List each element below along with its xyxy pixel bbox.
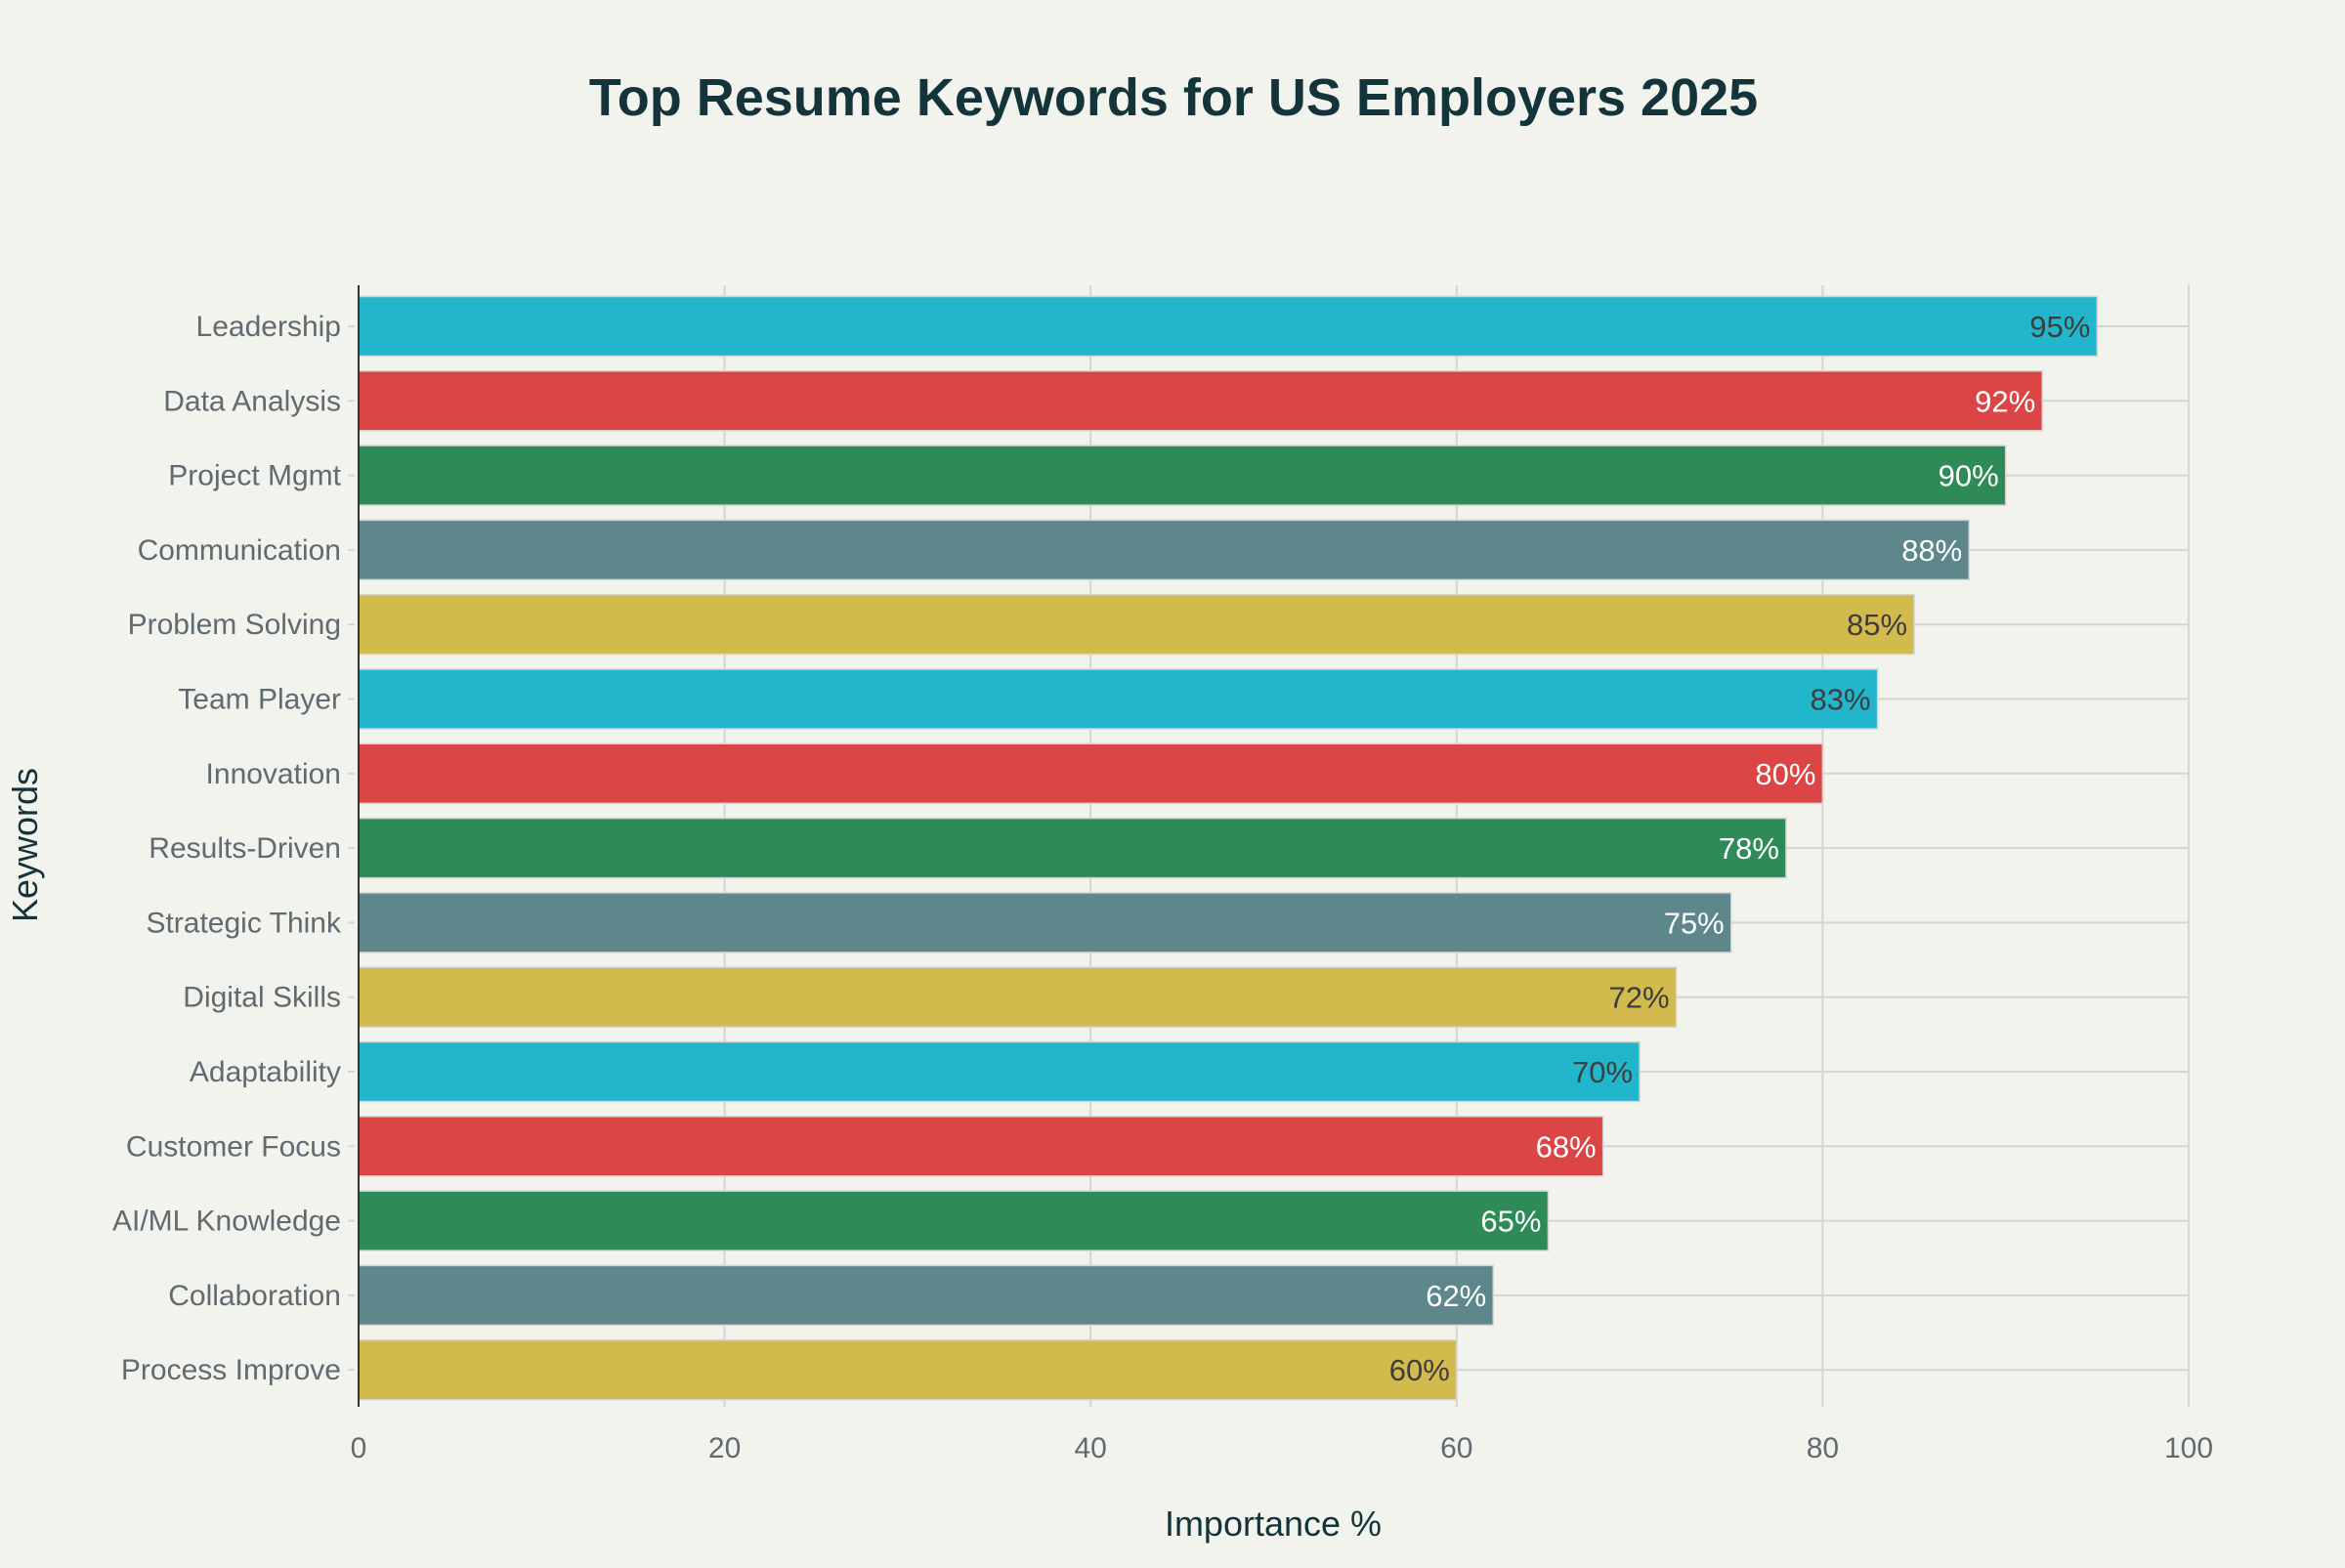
bar [358,892,1732,954]
bar [358,742,1824,805]
y-tick-label: Innovation [206,758,341,790]
x-tick-label: 20 [708,1432,741,1464]
bar [358,593,1915,656]
data-label: 95% [2029,310,2090,344]
y-tick-label: AI/ML Knowledge [112,1206,341,1238]
y-tick-label: Adaptability [190,1056,341,1088]
x-tick-label: 0 [351,1432,367,1464]
bar [358,1040,1641,1103]
x-tick-labels: 0 20 40 60 80 100 [351,1432,2213,1464]
x-tick-label: 100 [2164,1432,2213,1464]
bar [358,966,1678,1028]
data-label: 72% [1609,981,1670,1015]
y-tick-label: Digital Skills [183,982,341,1014]
bar [358,295,2099,358]
y-tick-label: Process Improve [121,1354,341,1386]
x-axis-title: Importance % [1165,1504,1382,1544]
data-label: 60% [1389,1353,1450,1387]
data-label: 78% [1719,831,1779,866]
data-label: 68% [1536,1129,1597,1164]
y-tick-label: Results-Driven [149,832,341,865]
bar [358,1264,1495,1327]
data-label: 70% [1572,1055,1633,1089]
bar [358,1190,1550,1251]
y-tick-label: Leadership [196,311,341,343]
y-tick-label: Strategic Think [146,907,342,939]
x-tick-label: 80 [1807,1432,1839,1464]
bar [358,1116,1604,1177]
y-tick-label: Problem Solving [128,609,341,641]
y-tick-label: Project Mgmt [168,460,341,492]
y-tick-label: Communication [138,534,341,567]
data-label: 92% [1975,384,2035,418]
bar [358,817,1787,879]
data-label: 65% [1480,1205,1541,1239]
chart-title: Top Resume Keywords for US Employers 202… [589,68,1758,127]
y-tick-label: Data Analysis [163,385,341,417]
bars: 95% 92% 90% 88% 85% 83% 80% 78% 75% 72% 70% 68% 65% 6… [358,295,2099,1401]
y-tick-label: Collaboration [168,1280,341,1312]
x-tick-label: 60 [1440,1432,1472,1464]
y-axis-title: Keywords [5,768,45,922]
bar [358,445,2007,506]
bar [358,1338,1458,1401]
bar [358,370,2043,432]
data-label: 88% [1901,533,1962,568]
data-label: 62% [1426,1279,1486,1313]
y-tick-label: Customer Focus [126,1130,341,1163]
data-label: 80% [1755,757,1815,791]
data-label: 85% [1847,608,1907,642]
y-tick-labels: Leadership Data Analysis Project Mgmt Commu… [112,311,342,1386]
bar [358,519,1970,581]
data-label: 90% [1939,459,1999,493]
x-tick-label: 40 [1075,1432,1107,1464]
data-label: 83% [1811,683,1871,717]
data-label: 75% [1664,906,1725,940]
bar [358,668,1879,730]
y-tick-label: Team Player [178,684,341,716]
